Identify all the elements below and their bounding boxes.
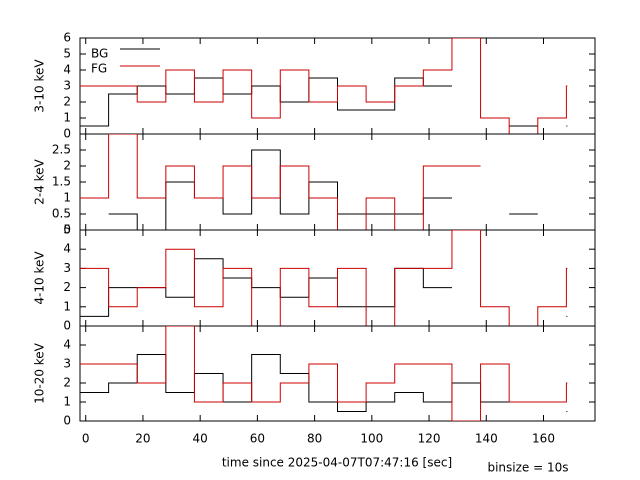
y-tick-label: 3	[63, 79, 71, 93]
panel-1: 0 0.5 1 1.5 2 2.5 2-4 keV	[33, 133, 596, 237]
y-tick-label: 1	[63, 395, 71, 409]
x-tick-label: 20	[135, 432, 150, 446]
y-axis-label: 10-20 keV	[33, 342, 47, 404]
y-tick-label: 2	[63, 95, 71, 109]
series-bg-steps	[80, 354, 568, 412]
y-tick-label: 3	[63, 261, 71, 275]
x-tick-label: 0	[82, 432, 90, 446]
y-tick-label: 1	[63, 299, 71, 313]
series-fg-steps	[80, 326, 568, 421]
y-tick-label: 2	[63, 159, 71, 173]
x-tick-label: 60	[250, 432, 265, 446]
y-tick-label: 0	[63, 414, 71, 428]
y-tick-label: 0	[63, 223, 71, 237]
panel-frame	[79, 325, 596, 422]
series-bg-steps	[108, 149, 538, 230]
x-tick-label: 80	[307, 432, 322, 446]
panels: 0 1 2 3 4 5 6 3-10 keV 0 0.5 1 1.5 2 2.5 2-4 keV 0 1 2 3 4 5…	[33, 31, 596, 446]
y-tick-label: 6	[63, 31, 71, 45]
legend-label-bg: BG	[91, 47, 108, 61]
x-tick-label: 140	[475, 432, 498, 446]
x-tick-label: 100	[360, 432, 383, 446]
y-tick-label: 2.5	[52, 143, 71, 157]
binsize-annotation: binsize = 10s	[487, 461, 568, 475]
panel-0: 0 1 2 3 4 5 6 3-10 keV	[33, 31, 596, 141]
panel-2: 0 1 2 3 4 5 4-10 keV	[33, 223, 596, 333]
y-tick-label: 1.5	[52, 175, 71, 189]
y-tick-label: 1	[63, 191, 71, 205]
x-tick-label: 40	[193, 432, 208, 446]
legend: BG FG	[91, 47, 160, 76]
y-tick-label: 2	[63, 376, 71, 390]
series-fg-steps	[80, 134, 481, 230]
y-axis-label: 4-10 keV	[33, 251, 47, 305]
x-tick-label: 120	[418, 432, 441, 446]
panel-3: 0 1 2 3 4 10-20 keV	[33, 325, 596, 428]
x-axis-label: time since 2025-04-07T07:47:16 [sec]	[222, 456, 452, 470]
y-tick-label: 1	[63, 111, 71, 125]
y-tick-label: 0.5	[52, 207, 71, 221]
y-tick-label: 3	[63, 357, 71, 371]
y-tick-label: 5	[63, 223, 71, 237]
series-fg-steps	[80, 230, 568, 326]
y-axis-label: 3-10 keV	[33, 59, 47, 113]
y-tick-label: 0	[63, 127, 71, 141]
y-tick-label: 5	[63, 47, 71, 61]
y-tick-label: 2	[63, 280, 71, 294]
y-tick-label: 0	[63, 319, 71, 333]
series-fg-steps	[80, 38, 568, 134]
y-axis-label: 2-4 keV	[33, 158, 47, 204]
y-tick-label: 4	[63, 63, 71, 77]
y-tick-label: 4	[63, 338, 71, 352]
x-tick-label: 160	[532, 432, 555, 446]
legend-label-fg: FG	[91, 62, 107, 76]
y-tick-label: 4	[63, 242, 71, 256]
